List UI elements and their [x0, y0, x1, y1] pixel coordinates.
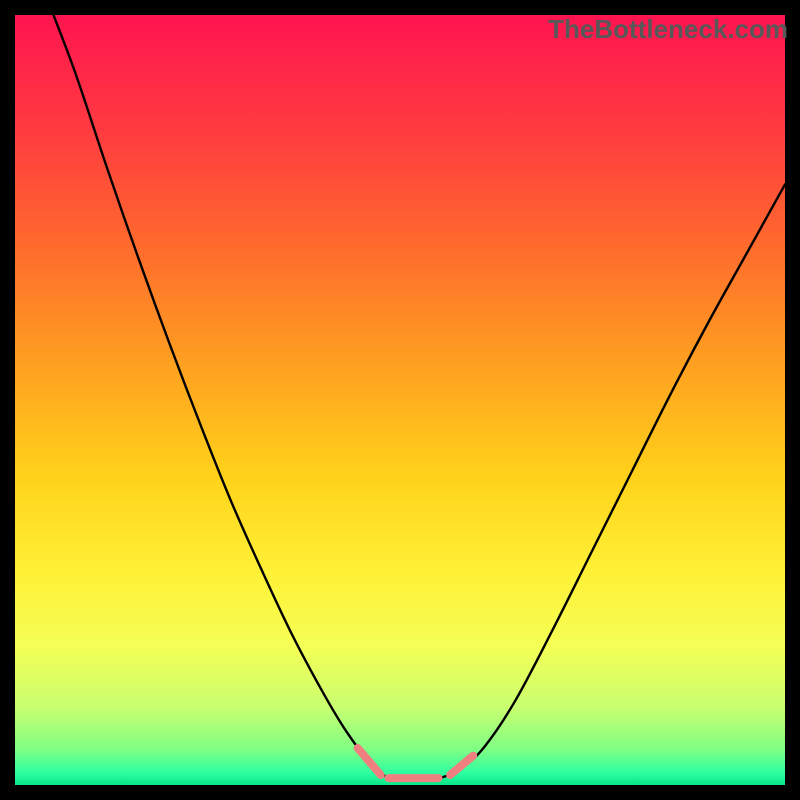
bottleneck-chart: [15, 15, 785, 785]
chart-container: TheBottleneck.com: [0, 0, 800, 800]
chart-background: [15, 15, 785, 785]
watermark-text: TheBottleneck.com: [548, 14, 788, 45]
